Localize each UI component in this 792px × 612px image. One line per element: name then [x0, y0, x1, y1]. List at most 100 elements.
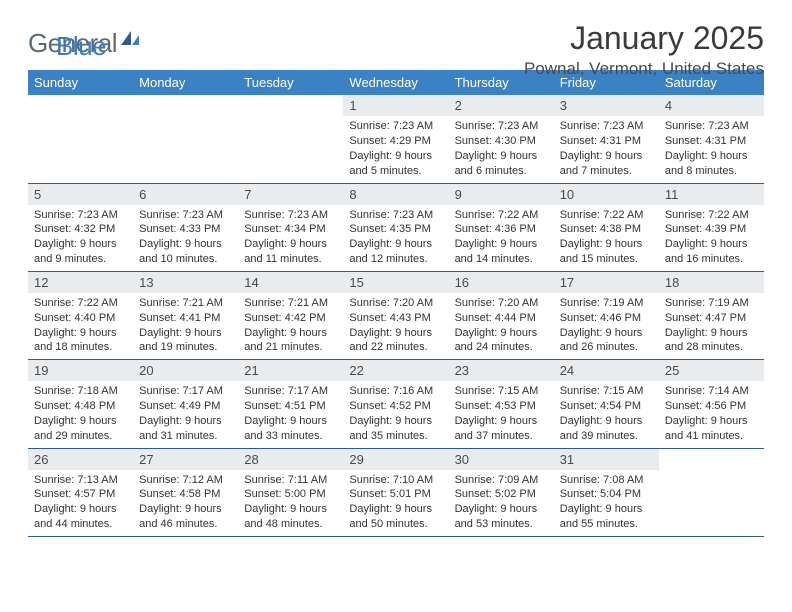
day-number: 26	[28, 449, 133, 470]
calendar-cell: 28Sunrise: 7:11 AMSunset: 5:00 PMDayligh…	[238, 448, 343, 536]
day-details: Sunrise: 7:22 AMSunset: 4:38 PMDaylight:…	[554, 205, 659, 271]
sunset-text: Sunset: 4:42 PM	[244, 311, 337, 326]
day-number: 24	[554, 360, 659, 381]
daylight-text: Daylight: 9 hours and 26 minutes.	[560, 326, 653, 356]
sunrise-text: Sunrise: 7:17 AM	[139, 384, 232, 399]
day-details: Sunrise: 7:17 AMSunset: 4:51 PMDaylight:…	[238, 381, 343, 447]
daylight-text: Daylight: 9 hours and 14 minutes.	[455, 237, 548, 267]
daylight-text: Daylight: 9 hours and 53 minutes.	[455, 502, 548, 532]
day-number: 8	[343, 184, 448, 205]
sunrise-text: Sunrise: 7:20 AM	[455, 296, 548, 311]
day-details: Sunrise: 7:22 AMSunset: 4:39 PMDaylight:…	[659, 205, 764, 271]
calendar-cell	[238, 95, 343, 183]
calendar-cell: 30Sunrise: 7:09 AMSunset: 5:02 PMDayligh…	[449, 448, 554, 536]
weekday-header: Monday	[133, 70, 238, 95]
daylight-text: Daylight: 9 hours and 37 minutes.	[455, 414, 548, 444]
day-details: Sunrise: 7:23 AMSunset: 4:34 PMDaylight:…	[238, 205, 343, 271]
day-number: 21	[238, 360, 343, 381]
day-details: Sunrise: 7:22 AMSunset: 4:40 PMDaylight:…	[28, 293, 133, 359]
day-details: Sunrise: 7:22 AMSunset: 4:36 PMDaylight:…	[449, 205, 554, 271]
sunrise-text: Sunrise: 7:23 AM	[349, 208, 442, 223]
sunrise-text: Sunrise: 7:20 AM	[349, 296, 442, 311]
calendar-cell: 11Sunrise: 7:22 AMSunset: 4:39 PMDayligh…	[659, 183, 764, 271]
daylight-text: Daylight: 9 hours and 7 minutes.	[560, 149, 653, 179]
sunset-text: Sunset: 4:56 PM	[665, 399, 758, 414]
sunset-text: Sunset: 4:54 PM	[560, 399, 653, 414]
day-details: Sunrise: 7:20 AMSunset: 4:43 PMDaylight:…	[343, 293, 448, 359]
calendar-cell: 27Sunrise: 7:12 AMSunset: 4:58 PMDayligh…	[133, 448, 238, 536]
day-number: 4	[659, 95, 764, 116]
sunset-text: Sunset: 4:32 PM	[34, 222, 127, 237]
day-number: 13	[133, 272, 238, 293]
day-number: 12	[28, 272, 133, 293]
daylight-text: Daylight: 9 hours and 28 minutes.	[665, 326, 758, 356]
calendar-cell: 2Sunrise: 7:23 AMSunset: 4:30 PMDaylight…	[449, 95, 554, 183]
calendar-week-row: 12Sunrise: 7:22 AMSunset: 4:40 PMDayligh…	[28, 271, 764, 359]
title-block: January 2025 Pownal, Vermont, United Sta…	[524, 20, 764, 79]
day-details: Sunrise: 7:17 AMSunset: 4:49 PMDaylight:…	[133, 381, 238, 447]
sunset-text: Sunset: 4:29 PM	[349, 134, 442, 149]
daylight-text: Daylight: 9 hours and 44 minutes.	[34, 502, 127, 532]
daylight-text: Daylight: 9 hours and 9 minutes.	[34, 237, 127, 267]
day-details: Sunrise: 7:16 AMSunset: 4:52 PMDaylight:…	[343, 381, 448, 447]
day-number: 17	[554, 272, 659, 293]
calendar-cell: 21Sunrise: 7:17 AMSunset: 4:51 PMDayligh…	[238, 360, 343, 448]
day-number: 27	[133, 449, 238, 470]
day-number: 25	[659, 360, 764, 381]
daylight-text: Daylight: 9 hours and 55 minutes.	[560, 502, 653, 532]
sunrise-text: Sunrise: 7:23 AM	[34, 208, 127, 223]
day-details: Sunrise: 7:15 AMSunset: 4:54 PMDaylight:…	[554, 381, 659, 447]
calendar-cell: 10Sunrise: 7:22 AMSunset: 4:38 PMDayligh…	[554, 183, 659, 271]
daylight-text: Daylight: 9 hours and 31 minutes.	[139, 414, 232, 444]
sunset-text: Sunset: 4:58 PM	[139, 487, 232, 502]
daylight-text: Daylight: 9 hours and 16 minutes.	[665, 237, 758, 267]
sunrise-text: Sunrise: 7:08 AM	[560, 473, 653, 488]
sunrise-text: Sunrise: 7:15 AM	[455, 384, 548, 399]
calendar-cell: 26Sunrise: 7:13 AMSunset: 4:57 PMDayligh…	[28, 448, 133, 536]
calendar-week-row: 26Sunrise: 7:13 AMSunset: 4:57 PMDayligh…	[28, 448, 764, 536]
calendar-cell: 12Sunrise: 7:22 AMSunset: 4:40 PMDayligh…	[28, 271, 133, 359]
daylight-text: Daylight: 9 hours and 21 minutes.	[244, 326, 337, 356]
day-number	[238, 95, 343, 116]
daylight-text: Daylight: 9 hours and 11 minutes.	[244, 237, 337, 267]
calendar-cell: 31Sunrise: 7:08 AMSunset: 5:04 PMDayligh…	[554, 448, 659, 536]
day-number: 9	[449, 184, 554, 205]
sunrise-text: Sunrise: 7:23 AM	[349, 119, 442, 134]
day-details: Sunrise: 7:21 AMSunset: 4:42 PMDaylight:…	[238, 293, 343, 359]
sunset-text: Sunset: 4:46 PM	[560, 311, 653, 326]
daylight-text: Daylight: 9 hours and 19 minutes.	[139, 326, 232, 356]
sunset-text: Sunset: 4:38 PM	[560, 222, 653, 237]
calendar-cell: 8Sunrise: 7:23 AMSunset: 4:35 PMDaylight…	[343, 183, 448, 271]
page-title: January 2025	[524, 20, 764, 57]
daylight-text: Daylight: 9 hours and 15 minutes.	[560, 237, 653, 267]
day-details: Sunrise: 7:23 AMSunset: 4:31 PMDaylight:…	[554, 116, 659, 182]
sunset-text: Sunset: 4:41 PM	[139, 311, 232, 326]
day-details: Sunrise: 7:19 AMSunset: 4:47 PMDaylight:…	[659, 293, 764, 359]
calendar-cell: 18Sunrise: 7:19 AMSunset: 4:47 PMDayligh…	[659, 271, 764, 359]
day-number: 15	[343, 272, 448, 293]
sunrise-text: Sunrise: 7:21 AM	[244, 296, 337, 311]
daylight-text: Daylight: 9 hours and 12 minutes.	[349, 237, 442, 267]
day-details: Sunrise: 7:18 AMSunset: 4:48 PMDaylight:…	[28, 381, 133, 447]
sunrise-text: Sunrise: 7:23 AM	[560, 119, 653, 134]
sunset-text: Sunset: 4:36 PM	[455, 222, 548, 237]
calendar-cell: 9Sunrise: 7:22 AMSunset: 4:36 PMDaylight…	[449, 183, 554, 271]
sunrise-text: Sunrise: 7:19 AM	[665, 296, 758, 311]
day-number: 3	[554, 95, 659, 116]
logo-text-blue: Blue	[56, 31, 106, 61]
calendar-table: SundayMondayTuesdayWednesdayThursdayFrid…	[28, 70, 764, 537]
daylight-text: Daylight: 9 hours and 33 minutes.	[244, 414, 337, 444]
calendar-cell: 23Sunrise: 7:15 AMSunset: 4:53 PMDayligh…	[449, 360, 554, 448]
day-number	[659, 449, 764, 470]
day-number: 28	[238, 449, 343, 470]
sunset-text: Sunset: 4:33 PM	[139, 222, 232, 237]
day-number: 23	[449, 360, 554, 381]
sunset-text: Sunset: 4:48 PM	[34, 399, 127, 414]
weekday-header: Sunday	[28, 70, 133, 95]
sunset-text: Sunset: 4:34 PM	[244, 222, 337, 237]
day-number: 5	[28, 184, 133, 205]
day-details: Sunrise: 7:23 AMSunset: 4:30 PMDaylight:…	[449, 116, 554, 182]
calendar-cell: 20Sunrise: 7:17 AMSunset: 4:49 PMDayligh…	[133, 360, 238, 448]
daylight-text: Daylight: 9 hours and 24 minutes.	[455, 326, 548, 356]
sunrise-text: Sunrise: 7:12 AM	[139, 473, 232, 488]
